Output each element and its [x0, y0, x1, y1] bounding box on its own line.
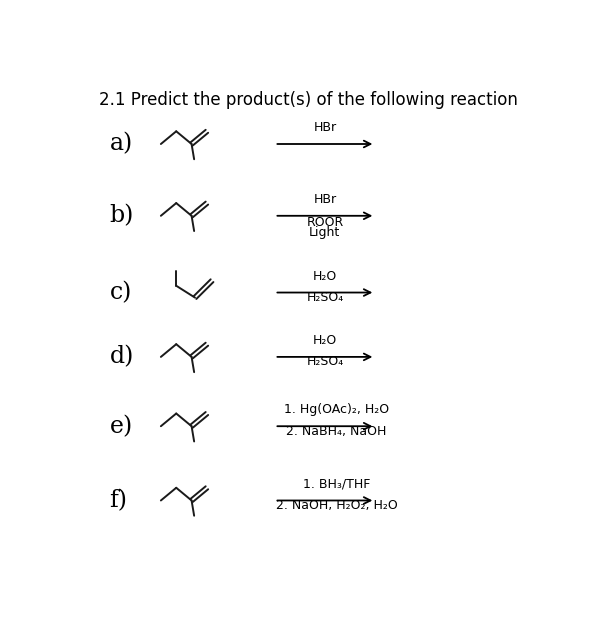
Text: HBr: HBr [313, 121, 336, 134]
Text: ROOR: ROOR [306, 216, 344, 229]
Text: H₂O: H₂O [313, 334, 337, 347]
Text: 2. NaBH₄, NaOH: 2. NaBH₄, NaOH [287, 424, 387, 438]
Text: e): e) [109, 415, 133, 438]
Text: c): c) [109, 281, 132, 304]
Text: f): f) [109, 489, 127, 512]
Text: 2. NaOH, H₂O₂, H₂O: 2. NaOH, H₂O₂, H₂O [276, 499, 397, 512]
Text: a): a) [109, 132, 133, 156]
Text: HBr: HBr [313, 193, 336, 206]
Text: d): d) [109, 345, 134, 368]
Text: H₂SO₄: H₂SO₄ [306, 291, 344, 304]
Text: b): b) [109, 204, 134, 227]
Text: 1. BH₃/THF: 1. BH₃/THF [303, 478, 370, 491]
Text: Light: Light [309, 226, 341, 239]
Text: H₂SO₄: H₂SO₄ [306, 356, 344, 368]
Text: 2.1 Predict the product(s) of the following reaction: 2.1 Predict the product(s) of the follow… [98, 91, 517, 109]
Text: 1. Hg(OAc)₂, H₂O: 1. Hg(OAc)₂, H₂O [284, 403, 389, 416]
Text: H₂O: H₂O [313, 269, 337, 282]
